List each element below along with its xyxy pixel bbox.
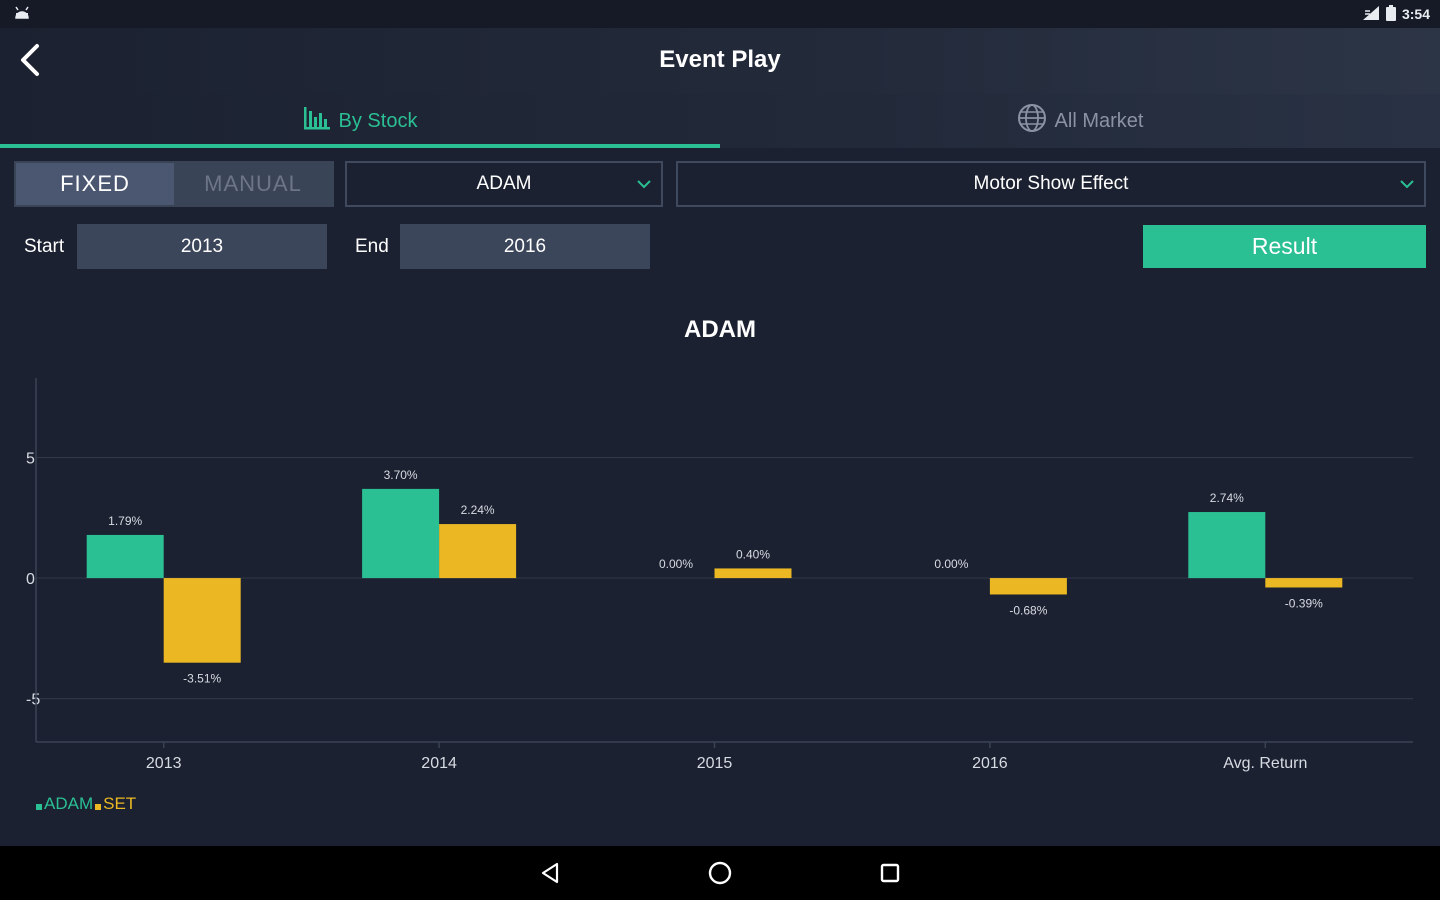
- nav-recents-button[interactable]: [870, 853, 910, 893]
- square-recents-icon: [880, 863, 900, 883]
- stock-dropdown[interactable]: ADAM: [345, 161, 663, 207]
- bar-set: [714, 568, 792, 579]
- globe-icon: [1017, 103, 1047, 139]
- tab-all-market-label: All Market: [1054, 109, 1144, 132]
- x-tick-label: 2013: [146, 755, 182, 772]
- y-tick-label: 0: [26, 571, 35, 588]
- x-tick-label: 2015: [697, 755, 733, 772]
- nav-back-button[interactable]: [530, 853, 570, 893]
- chart-title: ADAM: [684, 316, 756, 343]
- chevron-down-icon: [637, 180, 651, 189]
- tab-indicator: [0, 144, 720, 148]
- chevron-down-icon: [1400, 180, 1414, 189]
- data-label: 2.24%: [461, 503, 495, 517]
- x-tick-label: Avg. Return: [1223, 755, 1307, 772]
- x-tick-label: 2014: [421, 755, 457, 772]
- tab-all-market[interactable]: All Market: [720, 94, 1440, 148]
- bar-adam: [86, 534, 164, 579]
- end-year-field[interactable]: 2016: [400, 224, 650, 269]
- manual-button[interactable]: MANUAL: [174, 163, 332, 205]
- signal-icon: [1362, 5, 1380, 24]
- tab-by-stock[interactable]: By Stock: [0, 94, 720, 148]
- bar-set: [1265, 578, 1343, 588]
- tab-by-stock-label: By Stock: [338, 109, 418, 132]
- y-tick-label: 5: [26, 451, 35, 468]
- bar-adam: [362, 488, 440, 579]
- bar-set: [439, 524, 517, 579]
- legend-label-set: SET: [103, 794, 137, 813]
- data-label: 0.00%: [934, 557, 968, 571]
- bar-chart-icon: [303, 105, 331, 137]
- android-notification-icon: [14, 5, 30, 24]
- back-button[interactable]: [14, 42, 46, 78]
- end-label: End: [355, 236, 389, 257]
- event-dropdown[interactable]: Motor Show Effect: [676, 161, 1426, 207]
- status-time: 3:54: [1401, 6, 1430, 22]
- chevron-left-icon: [21, 44, 39, 76]
- triangle-back-icon: [541, 862, 559, 884]
- data-label: 0.40%: [736, 547, 770, 561]
- data-label: 3.70%: [384, 468, 418, 482]
- legend-swatch-set: [95, 804, 102, 810]
- data-label: 0.00%: [659, 557, 693, 571]
- bar-adam: [1188, 512, 1266, 579]
- legend-item-adam: ADAM: [36, 794, 93, 814]
- y-tick-label: -5: [26, 692, 40, 709]
- bar-chart: 5 0 -5 2013 1.79% -3.51% 2014 3.70% 2.24% 2015 0.0…: [26, 378, 1413, 772]
- event-dropdown-value: Motor Show Effect: [973, 173, 1129, 194]
- data-label: -0.39%: [1285, 596, 1323, 610]
- fixed-button[interactable]: FIXED: [16, 163, 174, 205]
- data-label: -3.51%: [183, 672, 221, 686]
- chart-legend: ADAM SET: [36, 794, 136, 814]
- data-label: 2.74%: [1210, 491, 1244, 505]
- start-label: Start: [24, 236, 65, 257]
- x-tick-label: 2016: [972, 755, 1008, 772]
- nav-home-button[interactable]: [700, 853, 740, 893]
- legend-label-adam: ADAM: [44, 794, 94, 813]
- start-year-field[interactable]: 2013: [77, 224, 327, 269]
- mode-segmented-control: FIXED MANUAL: [14, 161, 334, 207]
- result-button[interactable]: Result: [1143, 225, 1426, 268]
- data-label: -0.68%: [1009, 603, 1047, 617]
- tab-bar: By Stock All Market: [0, 94, 1440, 148]
- stock-dropdown-value: ADAM: [476, 173, 532, 194]
- legend-swatch-adam: [36, 804, 42, 810]
- bar-set: [989, 578, 1067, 595]
- battery-icon: [1385, 4, 1396, 24]
- data-label: 1.79%: [108, 514, 142, 528]
- app-bar: Event Play: [0, 28, 1440, 94]
- system-nav-bar: [0, 846, 1440, 900]
- status-bar: 3:54: [0, 0, 1440, 28]
- circle-home-icon: [708, 861, 732, 885]
- legend-item-set: SET: [95, 794, 136, 814]
- bar-set: [163, 578, 241, 663]
- page-title: Event Play: [659, 46, 781, 73]
